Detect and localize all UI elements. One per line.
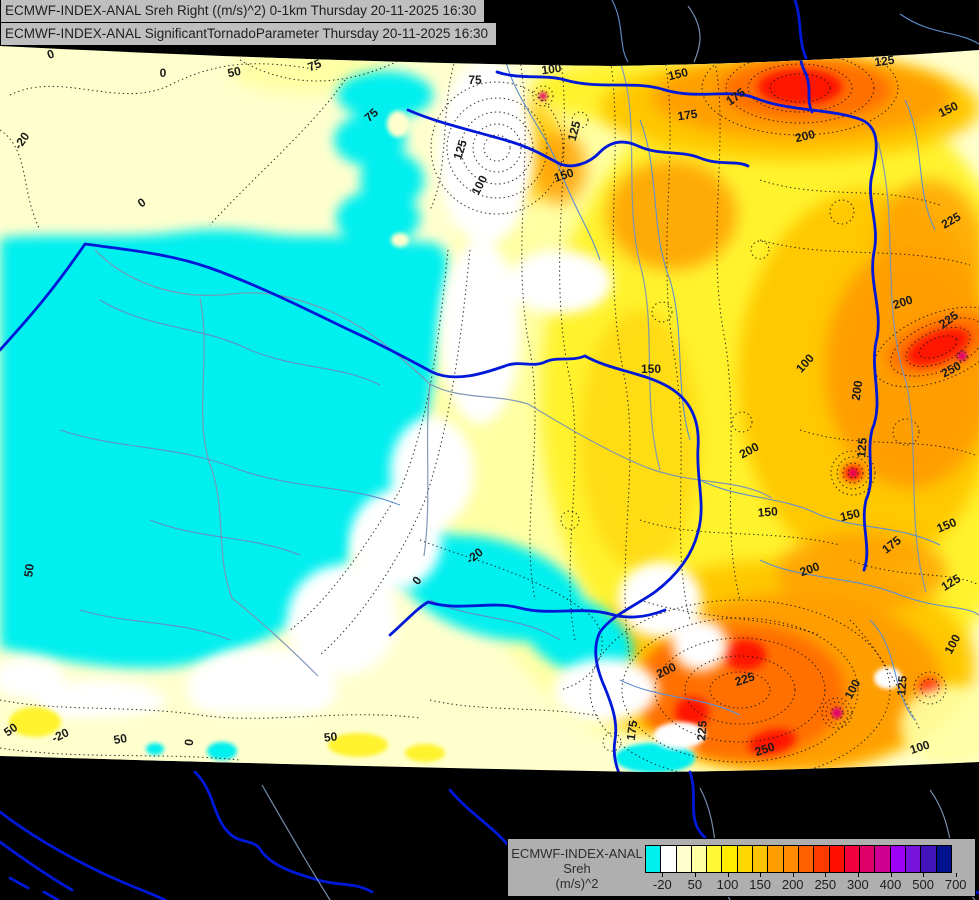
- contour-label: 50: [113, 731, 129, 747]
- contour-label: 50: [323, 729, 338, 744]
- legend-parameter: Sreh: [563, 861, 591, 876]
- contour-label: 50: [21, 563, 37, 578]
- legend-panel: ECMWF-INDEX-ANAL Sreh (m/s)^2 -20 50 100 15…: [507, 838, 976, 897]
- legend-swatch: [690, 845, 708, 873]
- legend-swatch: [920, 845, 937, 873]
- legend-swatch: [721, 845, 738, 873]
- legend-tick-mark: [792, 873, 794, 877]
- legend-tick-label: 50: [687, 877, 703, 892]
- contour-label: 125: [854, 437, 869, 458]
- legend-color-scale: [645, 845, 952, 873]
- contour-label: 225: [694, 720, 709, 741]
- contour-label: 0: [160, 66, 167, 80]
- contour-label: 225: [733, 669, 757, 689]
- legend-tick-mark: [662, 873, 664, 877]
- legend-swatch: [797, 845, 815, 873]
- title-bar: ECMWF-INDEX-ANAL Sreh Right ((m/s)^2) 0-…: [0, 0, 497, 46]
- adriatic-coastline: [0, 810, 167, 900]
- tisza-river: [495, 70, 880, 572]
- contour-label: 175: [677, 107, 699, 124]
- legend-tick-mark: [727, 873, 729, 877]
- contour-label: 150: [641, 362, 661, 376]
- legend-swatch: [782, 845, 799, 873]
- legend-tick-label: 150: [749, 877, 771, 892]
- legend-swatch: [874, 845, 891, 873]
- drava-river: [388, 600, 667, 637]
- legend-swatch: [843, 845, 861, 873]
- legend-swatch: [767, 845, 784, 873]
- legend-tick-label: 100: [716, 877, 739, 892]
- legend-text-block: ECMWF-INDEX-ANAL Sreh (m/s)^2: [508, 839, 646, 896]
- legend-swatch: [660, 845, 677, 873]
- legend-tick-labels: -20 50 100 150 200 250 300 400 500 700: [646, 873, 974, 895]
- legend-tick-mark: [694, 873, 696, 877]
- legend-swatch: [645, 845, 662, 873]
- contour-label: 0: [182, 738, 197, 747]
- contour-label: 200: [794, 127, 817, 146]
- contour-label: 75: [306, 56, 324, 74]
- legend-swatch: [706, 845, 723, 873]
- sava-river: [193, 770, 374, 894]
- legend-tick-label: -20: [652, 877, 672, 892]
- contour-label: 200: [891, 292, 915, 312]
- map-region: [0, 46, 979, 772]
- legend-swatch: [889, 845, 907, 873]
- legend-swatch: [905, 845, 922, 873]
- legend-tick-label: 300: [847, 877, 869, 892]
- contour-label: 100: [908, 737, 932, 757]
- contour-label: 200: [849, 379, 866, 401]
- contour-label: 150: [667, 65, 690, 84]
- contour-label: 175: [624, 719, 641, 741]
- contour-label: 0: [45, 46, 56, 62]
- contour-label: 250: [753, 739, 777, 759]
- title-line-1: ECMWF-INDEX-ANAL Sreh Right ((m/s)^2) 0-…: [0, 0, 486, 23]
- legend-tick-mark: [857, 873, 859, 877]
- legend-units: (m/s)^2: [555, 876, 599, 891]
- legend-tick-label: 700: [944, 877, 967, 892]
- legend-swatch: [736, 845, 754, 873]
- rivers-thick: [0, 46, 880, 772]
- contour-label: 150: [757, 504, 778, 519]
- contour-label: 100: [541, 61, 563, 78]
- contour-label: -20: [49, 725, 71, 745]
- legend-tick-label: 200: [781, 877, 804, 892]
- contour-label: 150: [839, 506, 862, 525]
- contour-label: 150: [552, 165, 576, 185]
- danube-river: [0, 242, 434, 374]
- legend-colorbar: -20 50 100 150 200 250 300 400 500 700: [645, 839, 975, 896]
- legend-swatch: [675, 845, 692, 873]
- contour-label: 125: [450, 138, 470, 162]
- legend-swatch: [859, 845, 876, 873]
- title-line-2: ECMWF-INDEX-ANAL SignificantTornadoParam…: [0, 22, 497, 46]
- legend-tick-label: 400: [879, 877, 902, 892]
- legend-swatch: [813, 845, 830, 873]
- legend-title: ECMWF-INDEX-ANAL: [511, 846, 643, 861]
- legend-swatch: [828, 845, 845, 873]
- contour-label: 200: [798, 559, 822, 579]
- country-borders: [94, 61, 927, 677]
- legend-tick-mark: [923, 873, 925, 877]
- contour-label: 125: [874, 53, 896, 70]
- legend-tick-label: 250: [814, 877, 837, 892]
- legend-tick-mark: [890, 873, 892, 877]
- contour-label: 75: [468, 73, 482, 87]
- legend-tick-label: 500: [912, 877, 934, 892]
- contour-label: 50: [226, 64, 242, 81]
- small-spots: [9, 111, 902, 772]
- legend-swatch: [752, 845, 769, 873]
- legend-tick-mark: [760, 873, 762, 877]
- rivers-thin: [59, 57, 979, 721]
- legend-tick-mark: [825, 873, 827, 877]
- contour-label: 125: [894, 675, 909, 696]
- contour-label: 125: [565, 119, 584, 142]
- legend-swatch: [935, 845, 952, 873]
- legend-tick-mark: [955, 873, 957, 877]
